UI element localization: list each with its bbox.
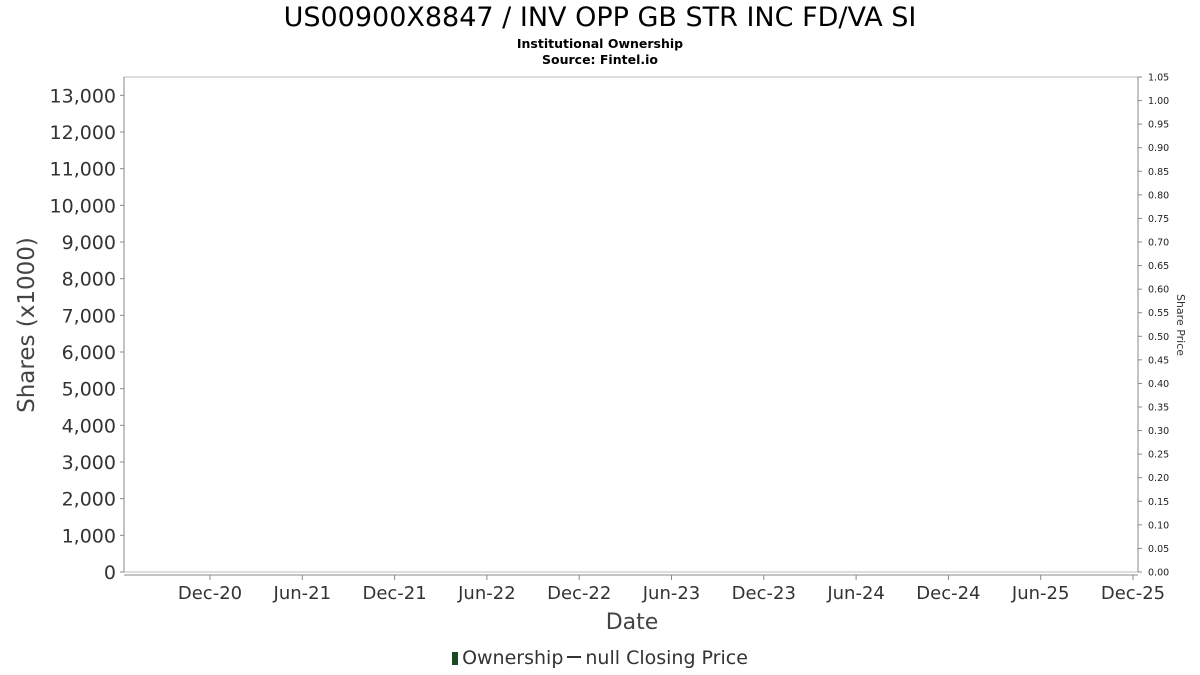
- y-tick-label: 5,000: [62, 379, 116, 401]
- y2-tick-label: 0.00: [1148, 568, 1169, 579]
- y2-axis-label: Share Price: [1174, 294, 1187, 356]
- y2-tick-label: 0.60: [1148, 285, 1169, 296]
- x-tick-label: Dec-24: [916, 583, 980, 604]
- x-axis-label: Date: [606, 610, 659, 635]
- x-tick-label: Dec-25: [1101, 583, 1165, 604]
- legend-ownership-swatch: [452, 652, 459, 665]
- y2-tick-label: 0.90: [1148, 143, 1169, 154]
- y-tick-label: 9,000: [62, 232, 116, 254]
- y2-tick-label: 0.45: [1148, 355, 1169, 366]
- axes: [120, 76, 1142, 580]
- y2-tick-label: 0.20: [1148, 473, 1169, 484]
- y-tick-label: 10,000: [50, 195, 116, 217]
- y2-tick-label: 0.85: [1148, 167, 1169, 178]
- y2-tick-label: 0.05: [1148, 544, 1169, 555]
- y2-tick-label: 0.35: [1148, 403, 1169, 414]
- legend-ownership-label: Ownership: [462, 647, 564, 669]
- y2-axis-tick-labels: 0.00 0.05 0.10 0.15 0.20 0.25 0.30 0.35 0.40 0.45…: [1148, 73, 1169, 579]
- x-axis-tick-labels: Dec-20 Jun-21 Dec-21 Jun-22 Dec-22 Jun-23 Dec-…: [178, 583, 1165, 604]
- y2-tick-label: 0.25: [1148, 450, 1169, 461]
- y-axis-tick-labels: 0 1,000 2,000 3,000 4,000 5,000 6,000 7,000 8,00…: [50, 85, 116, 584]
- y-axis-label: Shares (x1000): [14, 237, 40, 413]
- y2-tick-label: 0.40: [1148, 379, 1169, 390]
- y2-tick-label: 0.55: [1148, 308, 1169, 319]
- x-tick-label: Jun-22: [457, 583, 516, 604]
- y2-tick-label: 0.30: [1148, 426, 1169, 437]
- x-tick-label: Dec-20: [178, 583, 242, 604]
- y2-tick-label: 1.05: [1148, 73, 1169, 84]
- y-tick-label: 13,000: [50, 85, 116, 107]
- y-tick-label: 4,000: [62, 415, 116, 437]
- x-tick-label: Dec-23: [732, 583, 796, 604]
- chart-subtitle: Institutional Ownership: [516, 36, 684, 51]
- y-tick-label: 2,000: [62, 489, 116, 511]
- y2-tick-label: 0.70: [1148, 238, 1169, 249]
- x-tick-label: Jun-24: [826, 583, 885, 604]
- y-tick-label: 1,000: [62, 525, 116, 547]
- y-tick-label: 7,000: [62, 305, 116, 327]
- y2-tick-label: 0.95: [1148, 120, 1169, 131]
- y2-tick-label: 0.50: [1148, 332, 1169, 343]
- y-tick-label: 11,000: [50, 159, 116, 181]
- y-tick-label: 6,000: [62, 342, 116, 364]
- y2-tick-label: 0.75: [1148, 214, 1169, 225]
- y2-tick-label: 0.10: [1148, 520, 1169, 531]
- plot-area: [123, 76, 1139, 573]
- chart-title: US00900X8847 / INV OPP GB STR INC FD/VA …: [283, 2, 917, 33]
- x-tick-label: Jun-23: [642, 583, 701, 604]
- y-tick-label: 3,000: [62, 452, 116, 474]
- x-tick-label: Dec-21: [362, 583, 426, 604]
- x-tick-label: Jun-25: [1011, 583, 1070, 604]
- y-tick-label: 8,000: [62, 269, 116, 291]
- x-tick-label: Dec-22: [547, 583, 611, 604]
- legend-price-line-swatch: [567, 656, 582, 658]
- y-tick-label: 0: [104, 562, 116, 584]
- y2-tick-label: 0.80: [1148, 190, 1169, 201]
- y2-tick-label: 0.65: [1148, 261, 1169, 272]
- legend: Ownership null Closing Price: [0, 647, 1200, 669]
- y2-tick-label: 0.15: [1148, 497, 1169, 508]
- legend-price-label: null Closing Price: [585, 647, 748, 669]
- y2-tick-label: 1.00: [1148, 96, 1169, 107]
- chart-source: Source: Fintel.io: [542, 52, 658, 67]
- y-tick-label: 12,000: [50, 122, 116, 144]
- x-tick-label: Jun-21: [273, 583, 332, 604]
